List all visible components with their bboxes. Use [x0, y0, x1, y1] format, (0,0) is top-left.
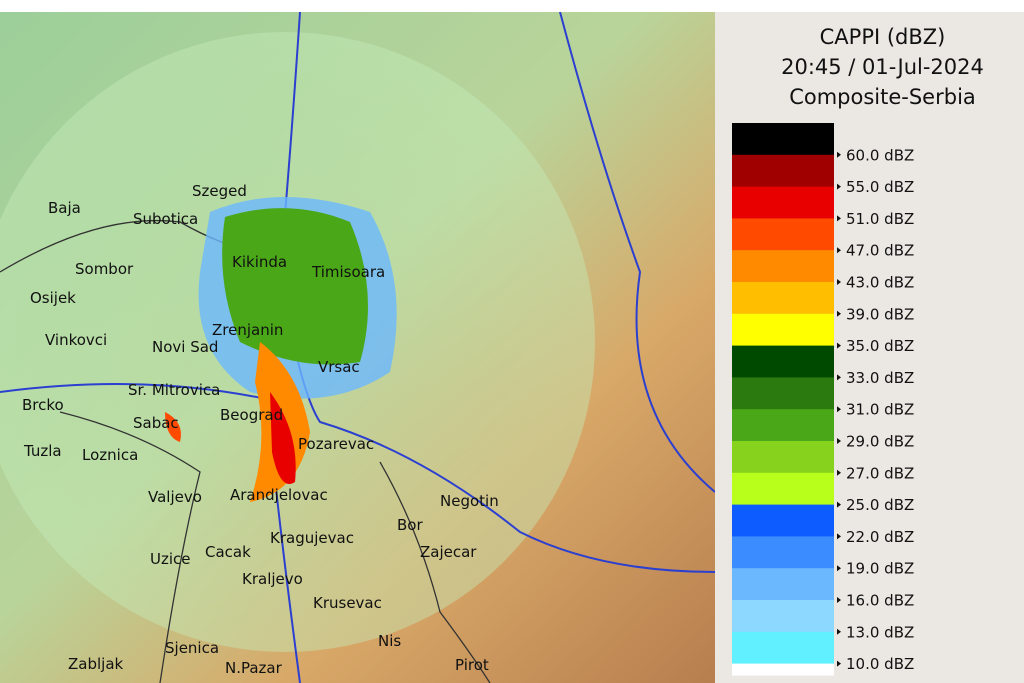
legend-panel: CAPPI (dBZ) 20:45 / 01-Jul-2024 Composit…: [715, 12, 1024, 683]
city-label: Kragujevac: [270, 529, 354, 547]
scale-tick: [837, 342, 841, 349]
scale-tick: [837, 501, 841, 508]
city-label: Sr. Mitrovica: [128, 381, 220, 399]
scale-label: 13.0 dBZ: [846, 623, 914, 641]
scale-tick: [837, 660, 841, 667]
scale-swatch: [732, 472, 834, 506]
city-label: Negotin: [440, 492, 499, 510]
city-label: Bor: [397, 516, 423, 534]
legend-timestamp: 20:45 / 01-Jul-2024: [781, 55, 984, 79]
scale-swatch: [732, 313, 834, 347]
city-label: Valjevo: [148, 488, 202, 506]
scale-swatch: [732, 377, 834, 410]
scale-label: 16.0 dBZ: [846, 592, 914, 610]
scale-label: 47.0 dBZ: [846, 242, 914, 260]
scale-swatch: [732, 186, 834, 219]
scale-label: 27.0 dBZ: [846, 464, 914, 482]
scale-swatch: [732, 631, 834, 665]
city-label: Subotica: [133, 210, 198, 228]
scale-label: 55.0 dBZ: [846, 178, 914, 196]
scale-swatch-empty: [732, 663, 834, 676]
city-label: Vinkovci: [45, 331, 107, 349]
city-label: Osijek: [30, 289, 76, 307]
city-label: Novi Sad: [152, 338, 218, 356]
city-label: Krusevac: [313, 594, 382, 612]
scale-swatch: [732, 123, 834, 156]
scale-label: 25.0 dBZ: [846, 496, 914, 514]
legend-title: CAPPI (dBZ): [819, 25, 946, 49]
scale-tick: [837, 247, 841, 254]
precipitation: [165, 197, 397, 502]
scale-label: 35.0 dBZ: [846, 337, 914, 355]
color-scale: 60.0 dBZ 55.0 dBZ 51.0 dBZ 47.0 dBZ 43.0 dBZ…: [732, 123, 914, 676]
city-label: Zrenjanin: [212, 321, 283, 339]
city-label: Uzice: [150, 550, 191, 568]
scale-label: 60.0 dBZ: [846, 146, 914, 164]
city-label: Zabljak: [68, 655, 124, 673]
scale-swatch: [732, 154, 834, 188]
scale-tick: [837, 438, 841, 444]
city-label: Cacak: [205, 543, 251, 561]
city-label: Szeged: [192, 182, 247, 200]
city-label: N.Pazar: [225, 659, 283, 677]
scale-label: 31.0 dBZ: [846, 401, 914, 419]
city-label: Brcko: [22, 396, 64, 414]
scale-tick: [837, 374, 841, 381]
scale-label: 39.0 dBZ: [846, 305, 914, 323]
city-label: Zajecar: [420, 543, 477, 561]
city-label: Sabac: [133, 414, 179, 432]
city-label: Pirot: [455, 656, 489, 674]
rivers: [0, 12, 715, 683]
city-labels: Szeged Baja Subotica Sombor Osijek Vinkovci No…: [22, 182, 499, 677]
scale-tick: [837, 469, 841, 476]
scale-tick: [837, 597, 841, 603]
scale-tick: [837, 279, 841, 285]
scale-label: 29.0 dBZ: [846, 433, 914, 451]
city-label: Pozarevac: [298, 435, 374, 453]
scale-tick: [837, 628, 841, 635]
city-label: Baja: [48, 199, 81, 217]
scale-tick: [837, 151, 841, 158]
scale-swatch: [732, 504, 834, 537]
scale-swatch: [732, 218, 834, 251]
scale-tick: [837, 183, 841, 190]
legend-source: Composite-Serbia: [789, 85, 976, 109]
scale-tick: [837, 310, 841, 317]
scale-swatch: [732, 536, 834, 569]
city-label: Beograd: [220, 406, 283, 424]
scale-tick: [837, 565, 841, 572]
scale-swatch: [732, 282, 834, 315]
scale-swatch: [732, 409, 834, 442]
city-label: Nis: [378, 632, 401, 650]
scale-swatch: [732, 250, 834, 283]
scale-tick: [837, 406, 841, 413]
city-label: Timisoara: [311, 263, 385, 281]
city-label: Loznica: [82, 446, 138, 464]
scale-swatch: [732, 345, 834, 378]
scale-label: 22.0 dBZ: [846, 528, 914, 546]
city-label: Sombor: [75, 260, 134, 278]
radar-map: Szeged Baja Subotica Sombor Osijek Vinkovci No…: [0, 12, 715, 683]
city-label: Kikinda: [232, 253, 287, 271]
city-label: Kraljevo: [242, 570, 303, 588]
scale-label: 10.0 dBZ: [846, 655, 914, 673]
scale-tick: [837, 533, 841, 540]
scale-swatch: [732, 441, 834, 474]
scale-label: 33.0 dBZ: [846, 369, 914, 387]
scale-label: 19.0 dBZ: [846, 560, 914, 578]
scale-label: 43.0 dBZ: [846, 274, 914, 292]
scale-swatch: [732, 600, 834, 633]
city-label: Arandjelovac: [230, 486, 328, 504]
city-label: Vrsac: [318, 358, 360, 376]
city-label: Sjenica: [165, 639, 219, 657]
city-label: Tuzla: [23, 442, 62, 460]
scale-label: 51.0 dBZ: [846, 210, 914, 228]
scale-tick: [837, 215, 841, 222]
scale-swatch: [732, 568, 834, 601]
